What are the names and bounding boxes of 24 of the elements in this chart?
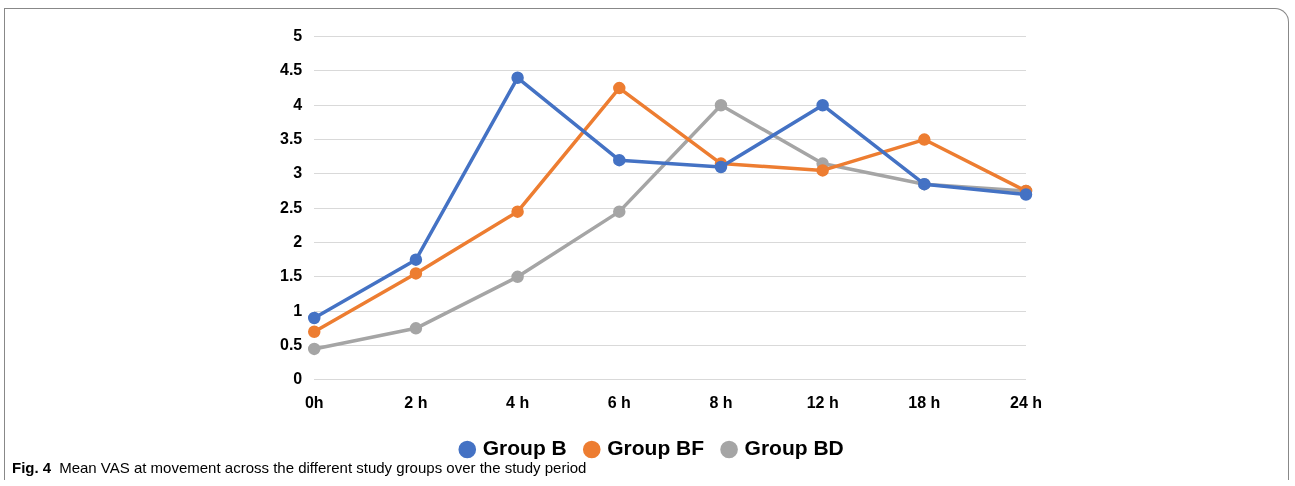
y-tick-label: 3 [293, 164, 303, 182]
x-tick-label: 4 h [506, 393, 530, 411]
x-tick-label: 6 h [607, 393, 631, 411]
legend-label: Group B [482, 436, 567, 460]
y-tick-label: 2 [293, 232, 303, 250]
x-tick-label: 24 h [1009, 393, 1042, 411]
y-tick-label: 4.5 [279, 61, 303, 79]
caption: Fig. 4 [12, 459, 52, 476]
x-tick-label: 18 h [908, 393, 941, 411]
x-tick-label: 2 h [404, 393, 428, 411]
y-tick-label: 4 [293, 95, 303, 113]
y-tick-label: 1 [293, 301, 303, 319]
y-tick-label: 1.5 [279, 267, 303, 285]
y-tick-label: 3.5 [279, 129, 303, 147]
y-tick-label: 0.5 [279, 335, 303, 353]
x-tick-label: 0h [304, 393, 324, 411]
text: Mean VAS at movement across the different study groups over the study period [59, 459, 587, 476]
legend-label: Group BD [744, 436, 844, 460]
y-tick-label: 5 [293, 27, 303, 45]
legend-label: Group BF [607, 436, 705, 460]
y-tick-label: 0 [293, 370, 303, 388]
x-tick-label: 8 h [709, 393, 733, 411]
x-tick-label: 12 h [806, 393, 839, 411]
y-tick-label: 2.5 [279, 198, 303, 216]
